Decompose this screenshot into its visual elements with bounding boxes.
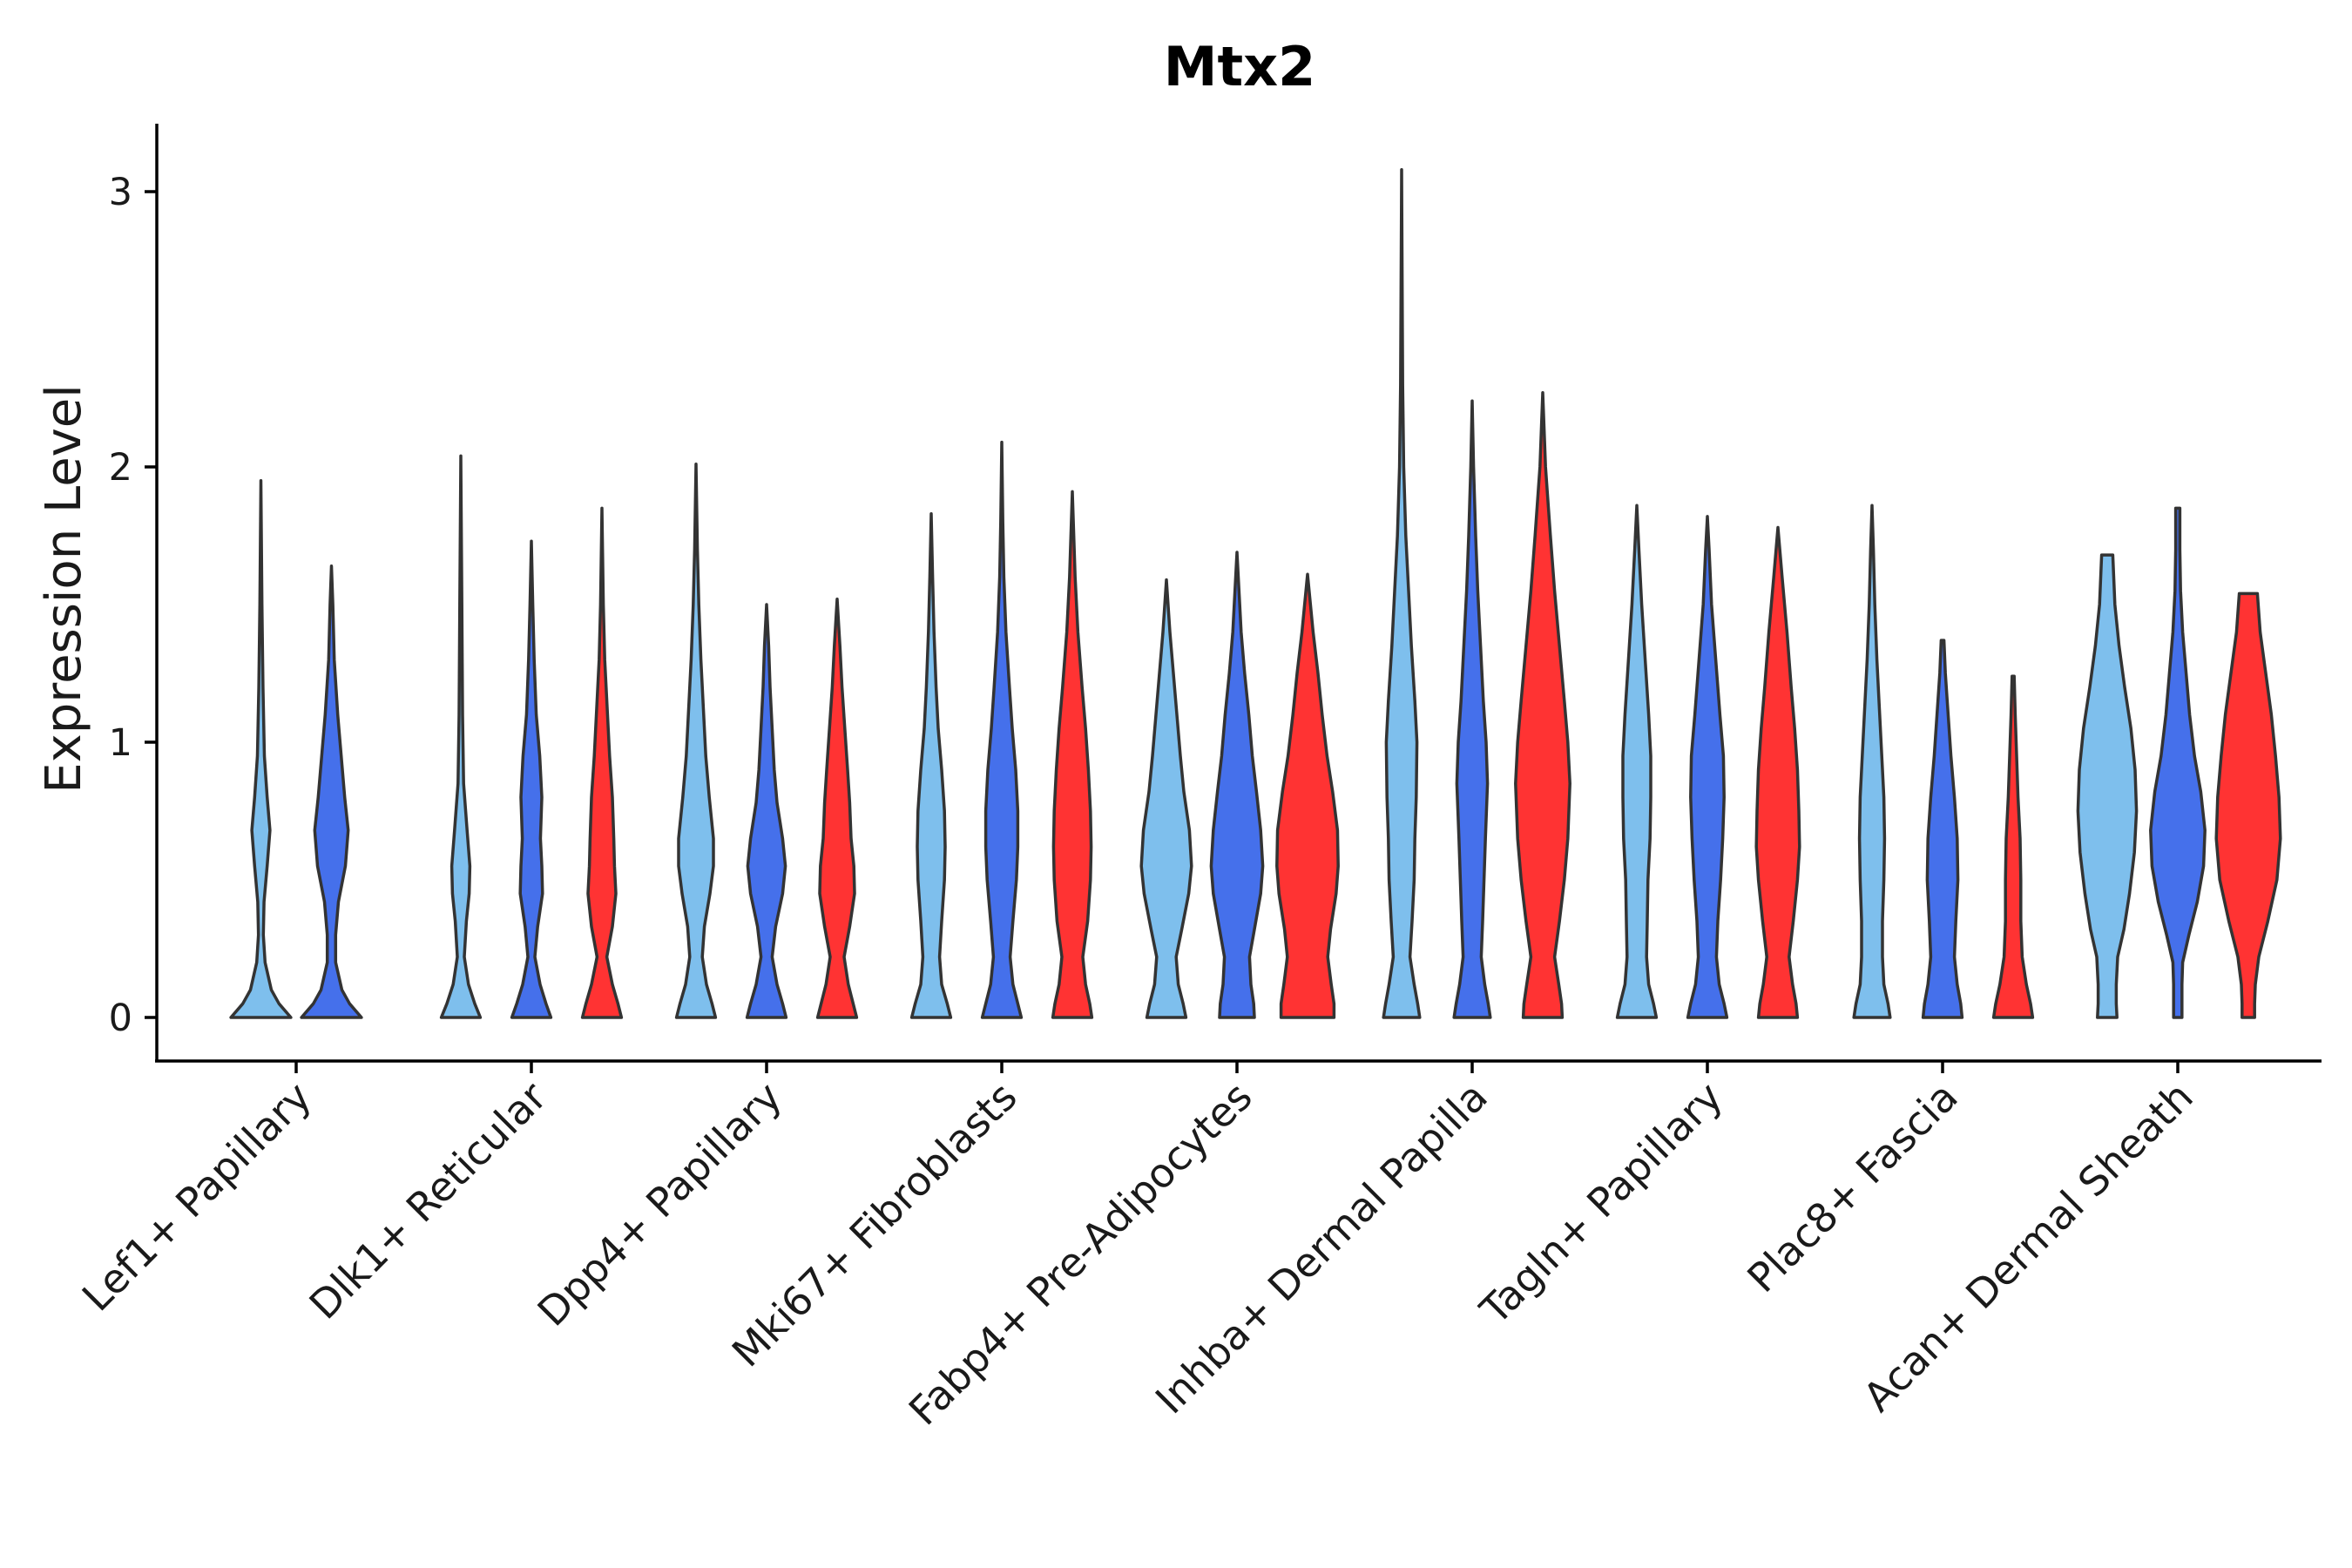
violins-layer — [229, 167, 2282, 1019]
y-tick-label: 0 — [109, 997, 132, 1040]
violin-7-g3 — [1754, 525, 1801, 1019]
violin-9-g1 — [2076, 553, 2139, 1019]
violin-5-g1 — [1139, 578, 1193, 1019]
x-tick-label: Dlk1+ Reticular — [301, 1073, 556, 1328]
violin-7-g2 — [1686, 515, 1729, 1019]
violin-3-g2 — [745, 603, 788, 1019]
violin-4-g3 — [1051, 490, 1094, 1019]
violin-6-g2 — [1452, 399, 1492, 1019]
violin-5-g2 — [1209, 551, 1265, 1019]
violin-4-g1 — [909, 511, 953, 1019]
violin-3-g1 — [674, 463, 718, 1019]
y-tick-label: 2 — [109, 446, 132, 490]
y-axis-label: Expression Level — [36, 384, 92, 794]
x-tick-label: Plac8+ Fascia — [1738, 1073, 1966, 1301]
y-tick-label: 1 — [109, 721, 132, 765]
violin-2-g1 — [439, 454, 483, 1019]
violin-3-g3 — [815, 597, 859, 1019]
violin-9-g2 — [2149, 506, 2207, 1019]
y-ticks: 0 1 2 3 — [109, 171, 157, 1040]
violin-8-g2 — [1921, 639, 1964, 1019]
violin-1-g1 — [229, 479, 293, 1019]
chart-title: Mtx2 — [1164, 35, 1315, 98]
y-tick-label: 3 — [109, 171, 132, 214]
x-tick-label: Dpp4+ Papillary — [529, 1073, 791, 1335]
violin-8-g3 — [1991, 674, 2035, 1019]
violin-6-g1 — [1382, 167, 1422, 1019]
violin-5-g3 — [1275, 572, 1340, 1019]
x-tick-label: Tagln+ Papillary — [1470, 1073, 1732, 1335]
violin-2-g3 — [580, 506, 624, 1019]
x-tick-label: Lef1+ Papillary — [73, 1073, 321, 1321]
violin-8-g1 — [1852, 504, 1892, 1019]
violin-2-g2 — [510, 539, 553, 1019]
violin-6-g3 — [1514, 390, 1571, 1019]
violin-1-g2 — [300, 564, 363, 1019]
violin-4-g2 — [980, 440, 1024, 1019]
violin-9-g3 — [2214, 591, 2282, 1019]
violin-7-g1 — [1615, 504, 1659, 1019]
